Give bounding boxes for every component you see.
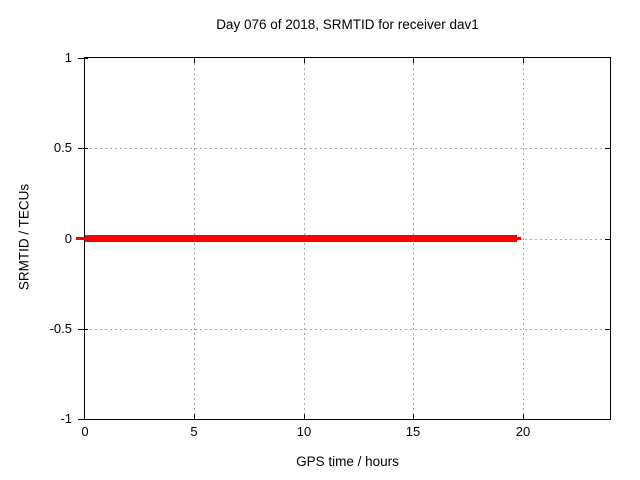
data-series-line bbox=[85, 235, 517, 242]
y-tick-label: 1 bbox=[64, 50, 72, 65]
x-axis-label: GPS time / hours bbox=[296, 454, 399, 469]
x-tick-bottom bbox=[523, 414, 524, 419]
y-tick-right bbox=[605, 239, 610, 240]
y-tick-label: 0.5 bbox=[53, 140, 72, 155]
y-tick-right bbox=[605, 329, 610, 330]
x-tick-top bbox=[523, 58, 524, 63]
x-tick-bottom bbox=[194, 414, 195, 419]
x-tick-top bbox=[304, 58, 305, 63]
y-tick-left bbox=[78, 148, 88, 149]
y-tick-left bbox=[78, 419, 88, 420]
x-tick-label: 15 bbox=[405, 424, 421, 439]
y-tick-label: -0.5 bbox=[49, 321, 72, 336]
x-tick-label: 10 bbox=[296, 424, 312, 439]
x-tick-label: 0 bbox=[81, 424, 89, 439]
y-tick-left bbox=[78, 58, 88, 59]
y-gridline bbox=[85, 329, 610, 330]
chart-title: Day 076 of 2018, SRMTID for receiver dav… bbox=[216, 17, 479, 32]
y-tick-label: -1 bbox=[60, 411, 72, 426]
x-tick-label: 20 bbox=[515, 424, 531, 439]
x-tick-bottom bbox=[304, 414, 305, 419]
x-tick-bottom bbox=[413, 414, 414, 419]
data-series-line-cap-right bbox=[517, 237, 521, 240]
x-tick-top bbox=[413, 58, 414, 63]
y-tick-left bbox=[78, 329, 88, 330]
data-series-line-cap-left bbox=[76, 237, 86, 240]
x-tick-label: 5 bbox=[190, 424, 198, 439]
x-tick-top bbox=[194, 58, 195, 63]
y-gridline bbox=[85, 148, 610, 149]
y-tick-label: 0 bbox=[64, 231, 72, 246]
y-tick-right bbox=[605, 148, 610, 149]
x-gridline bbox=[523, 58, 524, 419]
